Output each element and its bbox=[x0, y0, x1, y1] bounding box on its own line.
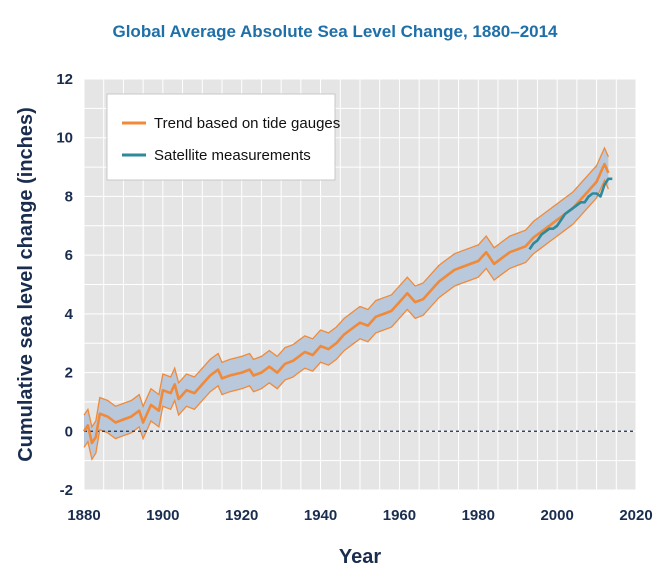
x-tick-label: 1880 bbox=[67, 507, 100, 524]
y-tick-label: 4 bbox=[65, 306, 74, 323]
x-tick-label: 1920 bbox=[225, 507, 258, 524]
legend-label-satellite: Satellite measurements bbox=[154, 147, 311, 164]
x-tick-label: 1900 bbox=[146, 507, 179, 524]
y-axis-label: Cumulative sea level change (inches) bbox=[15, 107, 37, 462]
y-tick-label: 12 bbox=[56, 71, 73, 88]
uncertainty-upper-edge bbox=[83, 146, 609, 429]
y-tick-label: -2 bbox=[60, 482, 73, 499]
legend-box bbox=[106, 93, 336, 181]
y-tick-label: 2 bbox=[65, 365, 73, 382]
x-tick-label: 2000 bbox=[540, 507, 573, 524]
series-line-layer bbox=[82, 162, 613, 445]
y-tick-label: 6 bbox=[65, 247, 73, 264]
legend: Trend based on tide gauges Satellite mea… bbox=[106, 93, 340, 181]
y-tick-label: 0 bbox=[65, 423, 73, 440]
y-tick-label: 8 bbox=[65, 188, 73, 205]
x-axis-label: Year bbox=[339, 546, 381, 568]
tick-labels: 1880 1900 1920 1940 1960 1980 2000 2020 -2 0 2 4 6 8 1… bbox=[56, 71, 652, 524]
tide-gauge-trend-line bbox=[82, 162, 610, 445]
legend-label-tide-gauges: Trend based on tide gauges bbox=[154, 115, 340, 132]
x-tick-label: 2020 bbox=[619, 507, 652, 524]
x-tick-label: 1980 bbox=[462, 507, 495, 524]
uncertainty-band-layer bbox=[83, 146, 609, 461]
x-tick-label: 1940 bbox=[304, 507, 337, 524]
x-tick-label: 1960 bbox=[383, 507, 416, 524]
y-tick-label: 10 bbox=[56, 130, 73, 147]
satellite-measurement-line bbox=[528, 177, 613, 251]
uncertainty-lower-edge bbox=[83, 178, 609, 461]
chart-title: Global Average Absolute Sea Level Change… bbox=[112, 22, 558, 41]
tide-gauge-uncertainty-band bbox=[84, 148, 609, 460]
